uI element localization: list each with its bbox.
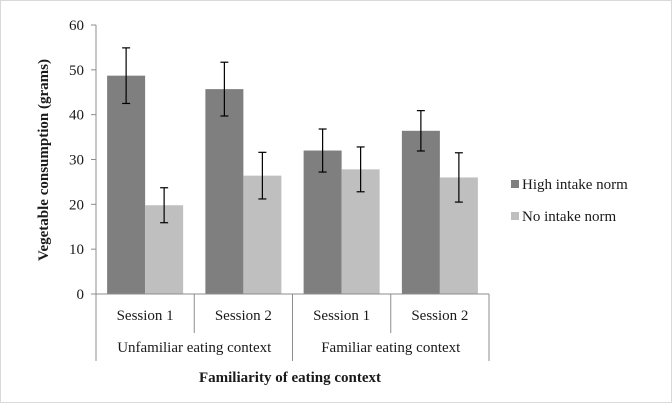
y-tick-label: 40 bbox=[69, 108, 84, 124]
x-group-label: Familiar eating context bbox=[321, 340, 461, 356]
legend-swatch bbox=[511, 180, 519, 188]
y-axis: 0 10 20 30 40 50 60 bbox=[69, 18, 97, 303]
legend-swatch bbox=[511, 212, 519, 220]
legend-label: High intake norm bbox=[522, 177, 628, 193]
x-group-label: Unfamiliar eating context bbox=[117, 340, 272, 356]
bars-layer bbox=[107, 47, 478, 294]
y-axis-title: Vegetable consumption (grams) bbox=[36, 59, 52, 261]
bar-high-intake bbox=[401, 130, 440, 294]
y-tick-label: 50 bbox=[69, 63, 84, 79]
legend: High intake norm No intake norm bbox=[511, 177, 628, 225]
x-axis-title: Familiarity of eating context bbox=[199, 370, 381, 386]
x-category-label: Session 1 bbox=[117, 308, 174, 324]
y-tick-label: 30 bbox=[69, 153, 84, 169]
bar-high-intake bbox=[303, 150, 342, 294]
bar-high-intake bbox=[107, 75, 146, 294]
y-tick-label: 10 bbox=[69, 242, 84, 258]
x-axis: Session 1 Session 2 Session 1 Session 2 Unfa… bbox=[95, 293, 490, 361]
legend-label: No intake norm bbox=[522, 209, 616, 225]
y-tick-label: 0 bbox=[77, 287, 85, 303]
bar-high-intake bbox=[205, 89, 244, 294]
y-tick-label: 20 bbox=[69, 197, 84, 213]
x-category-label: Session 2 bbox=[411, 308, 468, 324]
x-category-label: Session 1 bbox=[313, 308, 370, 324]
y-tick-label: 60 bbox=[69, 18, 84, 34]
x-category-label: Session 2 bbox=[215, 308, 272, 324]
